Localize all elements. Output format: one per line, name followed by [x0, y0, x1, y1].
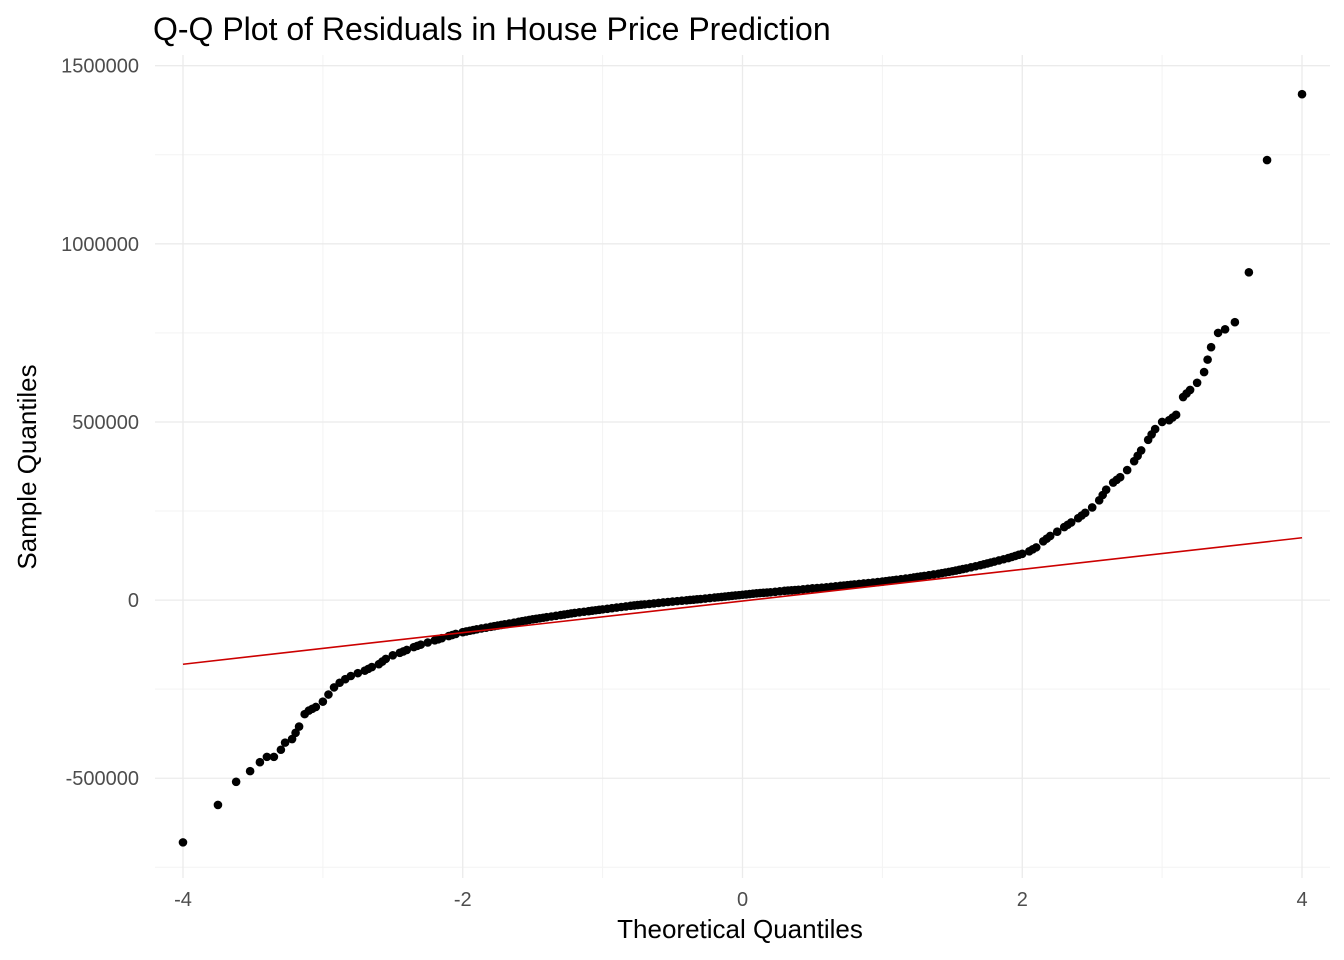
data-point	[1157, 417, 1167, 427]
data-point	[311, 702, 321, 712]
data-point	[1150, 424, 1160, 434]
data-point	[1185, 385, 1195, 395]
data-point	[1192, 378, 1202, 388]
x-axis-ticks: -4 -2 0 2 4	[174, 889, 1308, 911]
data-point	[1031, 543, 1041, 552]
data-point	[255, 757, 265, 767]
data-point	[276, 745, 286, 755]
data-points	[178, 89, 1307, 847]
data-point	[1066, 518, 1076, 527]
x-tick-label: -2	[454, 889, 472, 911]
data-point	[1045, 531, 1055, 541]
data-point	[324, 690, 333, 699]
data-point	[291, 728, 300, 738]
data-point	[294, 722, 304, 731]
data-point	[1199, 367, 1209, 377]
data-point	[1203, 355, 1212, 364]
data-point	[367, 662, 377, 672]
data-point	[1220, 325, 1230, 334]
data-point	[245, 766, 255, 776]
data-point	[1122, 465, 1132, 475]
reference-line	[182, 536, 1303, 666]
data-point	[1262, 155, 1272, 165]
y-tick-label: 1500000	[61, 56, 139, 78]
data-point	[178, 838, 188, 847]
data-point	[213, 800, 223, 810]
data-point	[1213, 328, 1223, 338]
data-point	[1080, 508, 1090, 518]
data-point	[1297, 89, 1307, 99]
y-axis-label: Sample Quantiles	[12, 364, 42, 569]
x-axis-label: Theoretical Quantiles	[617, 914, 863, 944]
data-point	[1206, 342, 1216, 352]
y-tick-label: 500000	[72, 412, 139, 434]
data-point	[1230, 317, 1240, 327]
y-tick-label: 0	[128, 590, 139, 612]
data-point	[1017, 549, 1027, 559]
data-point	[416, 640, 426, 649]
data-point	[423, 638, 433, 647]
x-tick-label: 4	[1296, 889, 1307, 911]
data-point	[346, 671, 356, 681]
data-point	[388, 651, 398, 660]
data-point	[1052, 527, 1062, 536]
y-tick-label: -500000	[66, 768, 139, 790]
data-point	[1171, 410, 1181, 420]
data-point	[287, 734, 297, 744]
y-axis-ticks: -500000 0 500000 1000000 1500000	[61, 56, 139, 791]
plot-grid	[155, 55, 1330, 878]
data-point	[262, 752, 272, 762]
chart-title: Q-Q Plot of Residuals in House Price Pre…	[153, 11, 831, 47]
data-point	[1244, 268, 1254, 277]
x-tick-label: -4	[174, 889, 192, 911]
data-point	[231, 777, 241, 787]
data-point	[1087, 503, 1097, 512]
data-point	[437, 633, 447, 643]
data-point	[1101, 485, 1111, 494]
data-point	[353, 668, 363, 678]
data-point	[1136, 446, 1146, 455]
data-point	[318, 697, 328, 706]
data-point	[1115, 472, 1125, 482]
data-point	[280, 738, 290, 747]
x-tick-label: 0	[737, 889, 748, 911]
reference-line-layer	[182, 536, 1303, 666]
x-tick-label: 2	[1017, 889, 1028, 911]
data-point	[402, 645, 412, 655]
data-point	[269, 752, 279, 762]
data-point	[381, 654, 391, 664]
y-tick-label: 1000000	[61, 234, 139, 256]
